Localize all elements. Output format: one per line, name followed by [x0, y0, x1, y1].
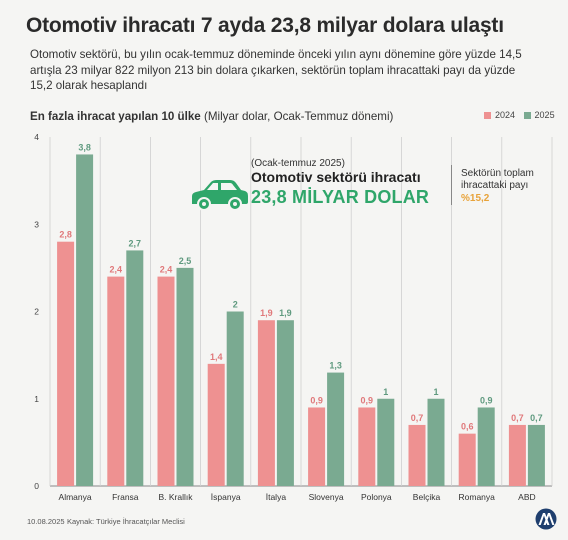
- bar-2025-5: [276, 320, 294, 486]
- bar-2024-9: [458, 433, 476, 486]
- bar-2024-8: [408, 424, 426, 486]
- legend: 2024 2025: [478, 110, 555, 121]
- value-label-2025-5: 1,9: [279, 308, 292, 318]
- callout-period: (Ocak-temmuz 2025): [251, 158, 345, 169]
- bar-2025-10: [527, 424, 545, 486]
- value-label-2024-6: 0,9: [310, 395, 323, 405]
- x-tick-label: ABD: [518, 492, 535, 502]
- value-label-2025-3: 2,5: [179, 256, 192, 266]
- x-tick-label: B. Krallık: [158, 492, 193, 502]
- footer-date: 10.08.2025: [27, 517, 65, 526]
- value-label-2025-8: 1: [433, 387, 438, 397]
- share-label: Sektörün toplam ihracattaki payı: [461, 168, 534, 191]
- chart-title: Otomotiv ihracatı 7 ayda 23,8 milyar dol…: [26, 14, 504, 37]
- value-label-2024-9: 0,6: [461, 422, 474, 432]
- bar-2025-8: [427, 398, 445, 486]
- x-tick-label: Belçika: [413, 492, 441, 502]
- value-label-2024-2: 2,4: [110, 265, 123, 275]
- value-label-2025-1: 3,8: [78, 142, 91, 152]
- y-tick-label: 2: [34, 307, 39, 317]
- share-value: %15,2: [461, 193, 490, 204]
- callout-divider: [451, 165, 452, 205]
- x-tick-label: İtalya: [266, 492, 287, 502]
- bar-2025-6: [327, 372, 345, 486]
- value-label-2025-10: 0,7: [530, 413, 543, 423]
- footer-source: Kaynak: Türkiye İhracatçılar Meclisi: [67, 517, 185, 526]
- bar-2024-10: [508, 424, 526, 486]
- value-label-2025-7: 1: [383, 387, 388, 397]
- y-tick-label: 4: [34, 132, 39, 142]
- subtitle-bold: En fazla ihracat yapılan 10 ülke: [30, 110, 201, 123]
- value-label-2024-5: 1,9: [260, 308, 273, 318]
- x-tick-label: Fransa: [112, 492, 139, 502]
- bar-2025-4: [226, 311, 244, 486]
- legend-swatch-2024: [484, 111, 491, 119]
- value-label-2025-4: 2: [233, 300, 238, 310]
- bar-2025-9: [477, 407, 495, 486]
- callout-headline: Otomotiv sektörü ihracatı: [251, 169, 421, 185]
- value-label-2024-4: 1,4: [210, 352, 223, 362]
- value-label-2024-8: 0,7: [411, 413, 424, 423]
- legend-item-2025: 2025: [523, 110, 555, 120]
- bar-2024-5: [257, 320, 275, 486]
- bar-2024-7: [358, 407, 376, 486]
- bar-2024-2: [107, 276, 125, 486]
- value-label-2025-9: 0,9: [480, 395, 493, 405]
- value-label-2025-6: 1,3: [329, 361, 342, 371]
- x-tick-label: Polonya: [361, 492, 392, 502]
- subtitle-units: (Milyar dolar, Ocak-Temmuz dönemi): [200, 110, 394, 123]
- value-label-2025-2: 2,7: [129, 238, 142, 248]
- bar-2025-2: [126, 250, 144, 486]
- x-tick-label: Romanya: [459, 492, 496, 502]
- value-label-2024-10: 0,7: [511, 413, 524, 423]
- bar-2024-3: [157, 276, 175, 486]
- x-tick-label: Almanya: [59, 492, 92, 502]
- legend-label-2024: 2024: [495, 110, 516, 120]
- value-label-2024-7: 0,9: [361, 395, 374, 405]
- legend-label-2025: 2025: [534, 110, 555, 120]
- value-label-2024-3: 2,4: [160, 265, 173, 275]
- bar-2025-1: [76, 154, 94, 486]
- intro-paragraph: Otomotiv sektörü, bu yılın ocak-temmuz d…: [30, 48, 522, 92]
- callout-value: 23,8 MİLYAR DOLAR: [251, 187, 430, 207]
- y-tick-label: 1: [34, 394, 39, 404]
- y-tick-label: 3: [34, 219, 39, 229]
- bar-2025-3: [176, 267, 194, 486]
- bar-2024-6: [308, 407, 326, 486]
- car-icon: [192, 180, 248, 211]
- bar-2024-1: [57, 241, 75, 486]
- legend-item-2024: 2024: [484, 110, 515, 120]
- bar-2024-4: [207, 363, 225, 486]
- x-tick-label: Slovenya: [309, 492, 344, 502]
- x-tick-label: İspanya: [211, 492, 241, 502]
- value-label-2024-1: 2,8: [59, 230, 72, 240]
- y-tick-label: 0: [34, 481, 39, 491]
- aa-logo-icon: [535, 508, 557, 530]
- chart-subtitle: En fazla ihracat yapılan 10 ülke (Milyar…: [30, 110, 393, 123]
- legend-swatch-2025: [523, 111, 531, 119]
- bar-2025-7: [377, 398, 395, 486]
